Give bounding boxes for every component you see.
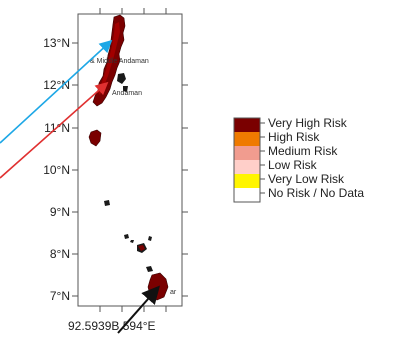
legend-swatch-low <box>234 160 260 174</box>
north-andaman-coast-detail <box>98 22 120 95</box>
legend: Very High Risk High Risk Medium Risk Low… <box>233 116 364 203</box>
car-nicobar-island <box>104 200 110 206</box>
lat-label-7: 7°N <box>50 289 70 303</box>
legend-label-low: Low Risk <box>268 158 318 172</box>
arrow-blue <box>0 39 113 144</box>
legend-swatch-medium <box>234 146 260 160</box>
label-north-middle-andaman: & Middle Andaman <box>90 58 149 65</box>
little-andaman-island <box>88 129 102 147</box>
legend-label-very-low: Very Low Risk <box>268 172 345 186</box>
legend-label-very-high: Very High Risk <box>268 116 348 130</box>
katchal-island <box>138 245 145 251</box>
legend-swatch-high <box>234 132 260 146</box>
lat-label-10: 10°N <box>43 163 70 177</box>
label-south-andaman: Andaman <box>112 90 142 97</box>
little-nicobar-island <box>146 266 153 272</box>
lat-tick-marks <box>72 42 188 297</box>
arrow-black <box>117 285 160 334</box>
ritchie-archipelago <box>117 73 126 84</box>
lon-tick-labels: 92.5939B.594°E <box>68 319 156 333</box>
legend-label-no-data: No Risk / No Data <box>268 186 364 200</box>
arrow-red <box>0 81 109 179</box>
legend-label-high: High Risk <box>268 130 320 144</box>
lat-label-12: 12°N <box>43 78 70 92</box>
legend-swatch-very-high <box>234 118 260 132</box>
lat-label-8: 8°N <box>50 247 70 261</box>
map-frame <box>77 13 183 307</box>
lat-label-9: 9°N <box>50 205 70 219</box>
havelock-island <box>123 86 128 92</box>
lat-label-13: 13°N <box>43 36 70 50</box>
legend-swatch-very-low <box>234 174 260 188</box>
legend-swatch-no-data <box>234 188 260 202</box>
lon-tick-marks <box>99 8 167 312</box>
label-great-nicobar: ar <box>170 289 177 296</box>
legend-label-medium: Medium Risk <box>268 144 338 158</box>
